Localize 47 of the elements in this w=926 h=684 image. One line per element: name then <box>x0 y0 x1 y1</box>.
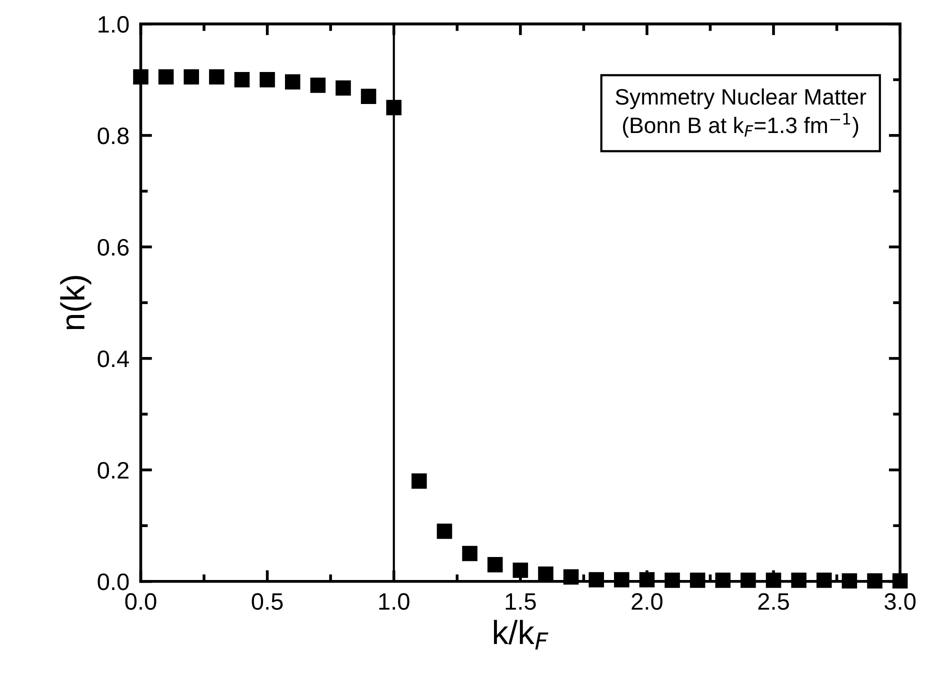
point <box>690 572 706 588</box>
point <box>766 572 782 588</box>
x-tick-label: 0.5 <box>252 593 283 610</box>
point <box>436 524 452 539</box>
point <box>336 80 351 96</box>
point <box>386 100 402 116</box>
point <box>816 572 832 588</box>
point <box>791 572 806 588</box>
x-tick-label: 0.0 <box>125 593 156 610</box>
point <box>158 69 174 85</box>
point <box>715 572 731 588</box>
point <box>133 69 148 85</box>
point <box>209 69 224 85</box>
point <box>412 473 427 489</box>
point <box>664 572 680 588</box>
point <box>538 566 554 582</box>
y-tick-label: 0.6 <box>98 238 129 256</box>
x-tick-label: 2.5 <box>758 593 789 610</box>
point <box>614 572 630 588</box>
point <box>892 573 908 588</box>
annotation: Symmetry Nuclear Matter (Bonn B at k$_{F}$=1.3 fm$^{−1}$) <box>616 88 866 138</box>
point <box>284 74 300 90</box>
point <box>563 569 579 585</box>
x-tick-label: 2.0 <box>632 593 662 610</box>
y-tick-label: 0.8 <box>98 128 129 144</box>
point <box>184 69 200 85</box>
point <box>234 72 250 88</box>
point <box>639 572 655 588</box>
y-axis-title: n(k) <box>60 276 92 330</box>
y-tick-label: 0.4 <box>98 350 129 368</box>
point <box>740 572 756 588</box>
point <box>867 573 882 588</box>
y-tick-label: 0.0 <box>98 573 129 590</box>
point <box>360 88 376 104</box>
point <box>260 72 275 88</box>
y-tick-label: 1.0 <box>98 16 129 33</box>
x-tick-label: 3.0 <box>884 593 916 610</box>
point <box>462 546 478 562</box>
x-axis-title: k/k$_{F}$ <box>494 620 548 650</box>
point <box>512 562 528 578</box>
point <box>487 557 503 572</box>
point <box>842 573 858 588</box>
x-tick-label: 1.5 <box>506 593 536 610</box>
point <box>310 78 326 93</box>
point <box>588 572 604 588</box>
y-tick-label: 0.2 <box>98 462 128 479</box>
x-tick-label: 1.0 <box>379 593 410 610</box>
